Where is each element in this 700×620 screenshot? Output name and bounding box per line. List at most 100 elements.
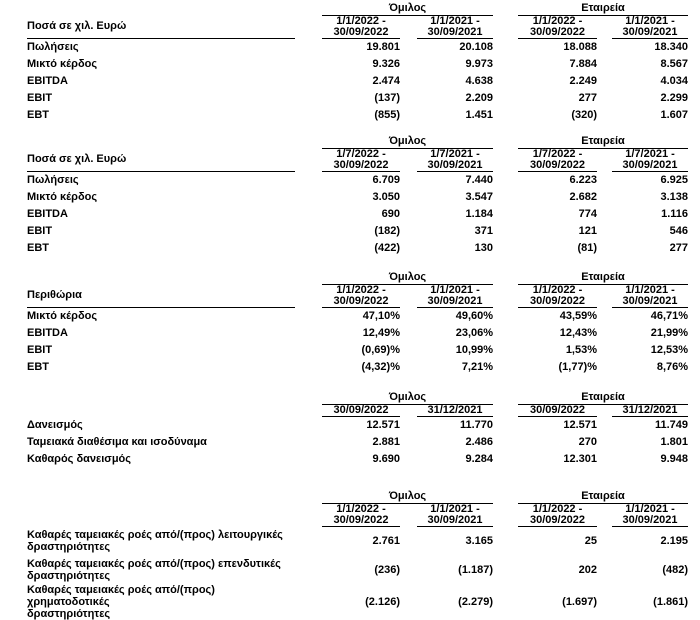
cell-value: (1,77)% (558, 360, 598, 373)
column-header: 1/1/2021 - 30/09/2021 (417, 284, 494, 308)
table-row: EBITDA 12,49% 23,06% 12,43% 21,99% (27, 324, 688, 341)
label-column-header: Ποσά σε χιλ. Ευρώ (27, 15, 295, 39)
cell-value: 277 (669, 241, 689, 254)
row-label: EBT (27, 108, 49, 121)
group-header-company: Εταιρεία (518, 490, 689, 504)
table-row: Καθαρές ταμειακές ροές από/(προς) χρηματ… (27, 584, 688, 620)
table-row: Μικτό κέρδος 47,10% 49,60% 43,59% 46,71% (27, 307, 688, 324)
cell-value: 9.284 (465, 452, 494, 465)
cell-value: 6.925 (660, 173, 689, 186)
margins-table: Όμιλος Εταιρεία Περιθώρια 1/1/2022 - 30/09/… (27, 271, 689, 375)
cell-value: 774 (578, 207, 598, 220)
cell-value: 1.184 (465, 207, 494, 220)
cell-value: 18.088 (563, 40, 598, 53)
table-row: Μικτό κέρδος 3.050 3.547 2.682 3.138 (27, 188, 688, 205)
cell-value: 2.474 (372, 74, 400, 87)
column-header: 1/1/2022 - 30/09/2022 (518, 503, 598, 527)
cell-value: 7,21% (461, 360, 494, 373)
cell-value: (2.279) (458, 596, 494, 608)
column-header: 30/09/2022 (322, 404, 400, 417)
column-header: 1/1/2021 - 30/09/2021 (417, 503, 494, 527)
cell-value: 9.690 (372, 452, 400, 465)
cell-value: 7.884 (569, 57, 598, 70)
cell-value: 12.571 (366, 418, 400, 431)
column-header: 30/09/2022 (518, 404, 598, 417)
cell-value: 18.340 (654, 40, 689, 53)
label-column-header (27, 503, 295, 526)
cell-value: (1.187) (458, 563, 494, 576)
cell-value: 8.567 (660, 57, 689, 70)
table-row: Καθαρός δανεισμός 9.690 9.284 12.301 9.948 (27, 450, 688, 467)
row-label: EBT (27, 360, 49, 373)
column-header-row: Περιθώρια 1/1/2022 - 30/09/2022 1/1/2021 -… (27, 284, 689, 308)
row-label: EBIT (27, 224, 53, 237)
row-label: EBITDA (27, 74, 68, 87)
cell-value: 8,76% (656, 360, 689, 373)
cell-value: 6.223 (569, 173, 598, 186)
cell-value: 43,59% (559, 309, 598, 322)
cell-value: 12.301 (563, 452, 598, 465)
table-row: Πωλήσεις 19.801 20.108 18.088 18.340 (27, 38, 688, 55)
cell-value: 12.571 (563, 418, 598, 431)
label-column-header: Ποσά σε χιλ. Ευρώ (27, 148, 295, 172)
cell-value: (422) (374, 241, 400, 254)
cell-value: (855) (374, 108, 400, 121)
cell-value: 546 (669, 224, 689, 237)
column-header-row: Ποσά σε χιλ. Ευρώ 1/7/2022 - 30/09/2022 1/… (27, 148, 689, 172)
cell-value: (4,32)% (361, 360, 400, 373)
cell-value: 49,60% (455, 309, 494, 322)
table-row: EBT (855) 1.451 (320) 1.607 (27, 106, 688, 123)
group-header-group: Όμιλος (322, 271, 494, 285)
cash-flow-table: Όμιλος Εταιρεία 1/1/2022 - 30/09/2022 1/1/2… (27, 490, 689, 620)
cell-value: 270 (578, 435, 598, 448)
cell-value: 25 (584, 534, 598, 547)
cash-flow-section: Όμιλος Εταιρεία 1/1/2022 - 30/09/2022 1/1/2… (27, 490, 700, 620)
cell-value: 1.116 (661, 207, 689, 220)
row-label: Ταμειακά διαθέσιμα και ισοδύναμα (27, 435, 207, 448)
table-row: EBT (4,32)% 7,21% (1,77)% 8,76% (27, 358, 688, 375)
cell-value: 20.108 (459, 40, 494, 53)
cell-value: 46,71% (650, 309, 689, 322)
cell-value: 3.165 (465, 534, 494, 547)
group-header-group: Όμιλος (322, 490, 494, 504)
column-header: 1/1/2022 - 30/09/2022 (322, 284, 400, 308)
row-label: Καθαρές ταμειακές ροές από/(προς) επενδυ… (27, 557, 281, 582)
row-label: Μικτό κέρδος (27, 309, 98, 322)
row-label: EBITDA (27, 326, 68, 339)
income-statement-ytd-table: Όμιλος Εταιρεία Ποσά σε χιλ. Ευρώ 1/1/2022 … (27, 2, 689, 123)
cell-value: 6.709 (372, 173, 400, 186)
column-header: 1/1/2022 - 30/09/2022 (322, 15, 400, 39)
table-row: Δανεισμός 12.571 11.770 12.571 11.749 (27, 416, 688, 433)
column-header: 1/1/2021 - 30/09/2021 (612, 503, 689, 527)
net-debt-table: Όμιλος Εταιρεία 30/09/2022 31/12/2021 30/09/… (27, 391, 689, 467)
table-row: Καθαρές ταμειακές ροές από/(προς) λειτου… (27, 526, 688, 555)
column-header: 1/1/2021 - 30/09/2021 (612, 284, 689, 308)
table-row: EBIT (182) 371 121 546 (27, 222, 688, 239)
table-row: EBITDA 690 1.184 774 1.116 (27, 205, 688, 222)
group-header-row: Όμιλος Εταιρεία (27, 391, 689, 405)
cell-value: 12,53% (650, 343, 689, 356)
cell-value: 3.138 (660, 190, 689, 203)
table-row: EBT (422) 130 (81) 277 (27, 239, 688, 256)
cell-value: 12,49% (362, 326, 400, 339)
income-statement-ytd-section: Όμιλος Εταιρεία Ποσά σε χιλ. Ευρώ 1/1/2022 … (27, 2, 700, 123)
column-header-row: Ποσά σε χιλ. Ευρώ 1/1/2022 - 30/09/2022 1/… (27, 15, 689, 39)
margins-section: Όμιλος Εταιρεία Περιθώρια 1/1/2022 - 30/09/… (27, 271, 700, 375)
column-header: 31/12/2021 (417, 404, 494, 417)
cell-value: 2.881 (372, 435, 400, 448)
table-row: Καθαρές ταμειακές ροές από/(προς) επενδυ… (27, 555, 688, 584)
cell-value: 121 (578, 224, 598, 237)
row-label: EBITDA (27, 207, 68, 220)
column-header: 1/1/2021 - 30/09/2021 (612, 15, 689, 39)
cell-value: (1.861) (653, 596, 689, 608)
cell-value: 371 (474, 224, 494, 237)
table-row: Πωλήσεις 6.709 7.440 6.223 6.925 (27, 171, 688, 188)
cell-value: 47,10% (362, 309, 400, 322)
cell-value: (320) (571, 108, 598, 121)
cell-value: 4.638 (465, 74, 494, 87)
cell-value: 12,43% (559, 326, 598, 339)
group-header-row: Όμιλος Εταιρεία (27, 2, 689, 16)
row-label: Μικτό κέρδος (27, 190, 98, 203)
cell-value: 11.749 (654, 418, 689, 431)
